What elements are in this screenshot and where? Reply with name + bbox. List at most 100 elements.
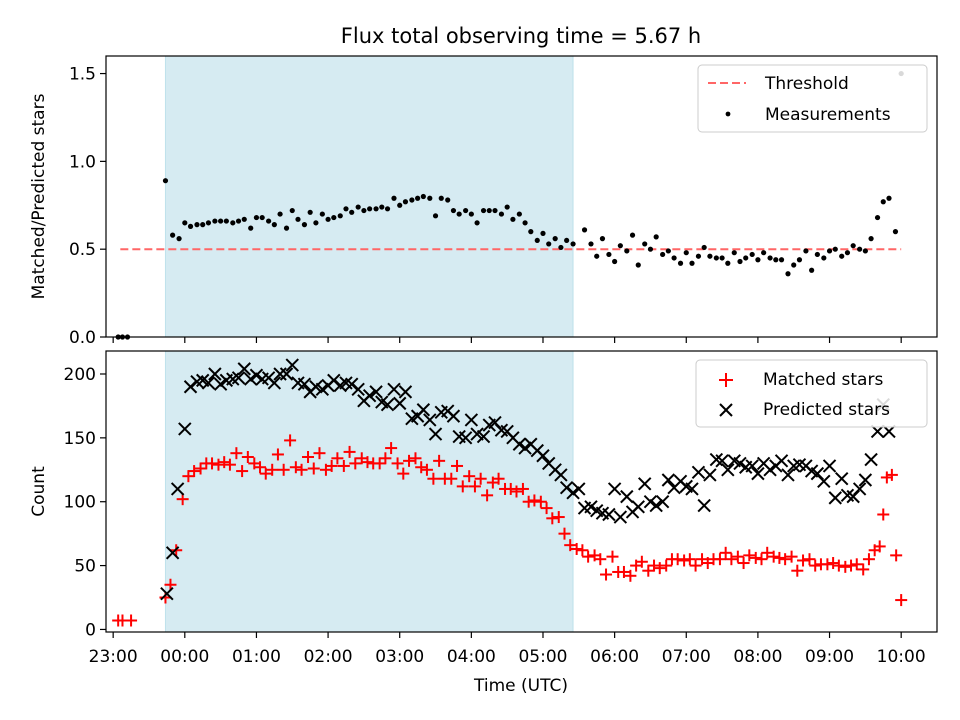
measurement-point [176,236,182,242]
measurement-point [194,222,200,228]
measurement-point [683,250,689,256]
predicted-star-point [835,472,849,486]
matched-star-point [271,448,284,461]
matched-star-point [331,452,344,465]
matched-star-point [678,554,691,567]
top-y-tick-label: 0.5 [69,240,96,260]
matched-star-point [522,495,535,508]
bottom-legend: Matched stars Predicted stars [695,359,928,428]
measurement-point [295,216,301,222]
matched-star-point [481,489,494,502]
measurement-point [660,251,666,258]
predicted-star-point [607,482,622,496]
top-x-ticks [112,337,902,343]
matched-star-point [749,551,762,564]
measurement-point [235,218,242,224]
chart-title: Flux total observing time = 5.67 h [341,24,701,48]
predicted-star-point [781,468,795,482]
matched-star-point [594,553,607,566]
measurement-point [809,267,815,273]
predicted-star-point [428,427,443,441]
measurement-point [510,216,516,222]
matched-star-point [415,461,428,474]
matched-star-point [839,560,852,573]
x-tick-label: 05:00 [518,647,567,667]
x-tick-label: 01:00 [232,647,281,667]
matched-star-point [349,457,362,470]
matched-star-point [582,550,595,563]
matched-star-point [259,467,272,480]
predicted-star-point [602,507,616,522]
matched-star-point [600,568,613,581]
matched-star-point [827,557,840,570]
x-tick-label: 06:00 [590,647,639,667]
predicted-star-point [423,413,437,427]
measurement-point [546,241,552,247]
matched-star-point [890,549,903,562]
matched-star-point [302,451,315,464]
measurement-point [259,214,265,221]
measurement-point [397,202,403,208]
predicted-star-point [685,482,699,496]
legend-matched-swatch [719,373,733,387]
measurement-point [814,251,820,258]
matched-star-point [803,553,816,566]
matched-star-point [182,470,195,483]
predicted-star-point [751,466,765,481]
measurement-point [606,251,612,258]
matched-star-point [504,482,517,495]
measurement-point [402,199,409,205]
predicted-star-point [297,377,312,391]
measurement-point [832,246,838,252]
measurement-point [480,207,487,214]
matched-star-point [212,458,225,471]
predicted-star-point [697,498,711,513]
predicted-star-point [273,367,287,381]
predicted-star-point [554,468,568,482]
matched-star-point [873,540,886,553]
predicted-star-point [512,437,527,451]
matched-star-point [236,465,249,478]
matched-star-point [510,485,523,498]
matched-star-point [862,553,875,566]
predicted-star-point [458,431,473,445]
measurement-point [445,197,451,203]
x-tick-label: 04:00 [447,647,496,667]
measurement-point [266,218,272,224]
matched-star-point [895,594,908,607]
matched-star-point [218,456,231,469]
bot-y-tick-label: 50 [74,557,96,577]
matched-star-point [277,463,290,476]
predicted-star-point [584,500,598,514]
measurement-point [839,253,845,259]
predicted-star-point [613,510,628,524]
matched-star-point [570,542,583,555]
predicted-star-point [774,454,789,468]
measurement-point [468,211,474,217]
matched-star-point [492,472,505,485]
matched-star-point [743,549,756,562]
predicted-star-point [362,388,377,403]
matched-star-point [337,459,350,472]
predicted-star-point [733,456,747,471]
matched-star-point [880,471,893,484]
measurement-point [725,260,731,266]
matched-star-point [785,550,798,563]
measurement-point [271,222,277,228]
measurement-point [677,260,684,266]
x-tick-label: 23:00 [89,647,138,667]
x-tick-label: 08:00 [733,647,782,667]
measurement-point [373,206,379,212]
matched-star-point [719,546,732,559]
predicted-star-point [828,491,842,505]
measurement-point [743,255,749,261]
predicted-star-point [165,546,180,560]
bottom-panel: 0 50 100 150 200 23:00 00:00 01:00 02:00 03:00 04… [29,350,938,696]
predicted-star-point [763,463,777,477]
predicted-star-point [387,382,401,397]
measurement-point [289,207,295,214]
measurement-point [617,243,623,249]
measurement-point [642,241,648,247]
bottom-axes-frame [105,350,938,633]
predicted-star-point [661,473,676,487]
